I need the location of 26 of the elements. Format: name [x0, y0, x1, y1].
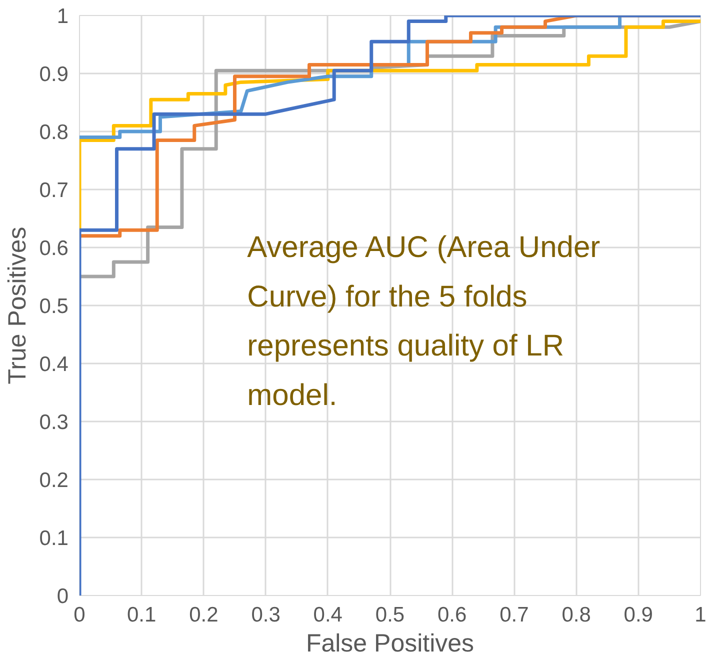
y-tick-label: 0 [56, 585, 69, 608]
y-tick-label: 0.8 [39, 121, 69, 144]
line-series [80, 16, 700, 596]
y-axis-title: True Positives [3, 226, 32, 384]
x-tick-label: 1 [694, 604, 706, 626]
x-tick-label: 0.4 [313, 604, 343, 626]
y-tick-label: 0.9 [39, 63, 69, 86]
x-tick-label: 0.5 [375, 604, 405, 626]
y-tick-label: 0.1 [39, 527, 69, 550]
annotation: Average AUC (Area Under Curve) for the 5 folds represents quality of LR model. [247, 231, 600, 412]
x-tick-label: 0.8 [562, 604, 591, 626]
y-tick-label: 1 [56, 5, 69, 28]
x-tick-label: 0.1 [127, 604, 156, 626]
x-tick-label: 0.9 [624, 604, 654, 626]
x-tick-label: 0.6 [438, 604, 467, 626]
y-tick-label: 0.3 [39, 411, 69, 434]
y-tick-label: 0.7 [39, 179, 69, 202]
y-tick-label: 0.5 [39, 295, 69, 318]
x-tick-label: 0.7 [500, 604, 529, 626]
x-tick-label: 0 [74, 604, 86, 626]
x-tick-label: 0.3 [251, 604, 280, 626]
y-tick-label: 0.6 [39, 237, 69, 260]
y-tick-label: 0.4 [39, 353, 69, 376]
x-tick-label: 0.2 [189, 604, 218, 626]
y-tick-label: 0.2 [39, 469, 69, 492]
x-axis-title: False Positives [306, 630, 474, 658]
